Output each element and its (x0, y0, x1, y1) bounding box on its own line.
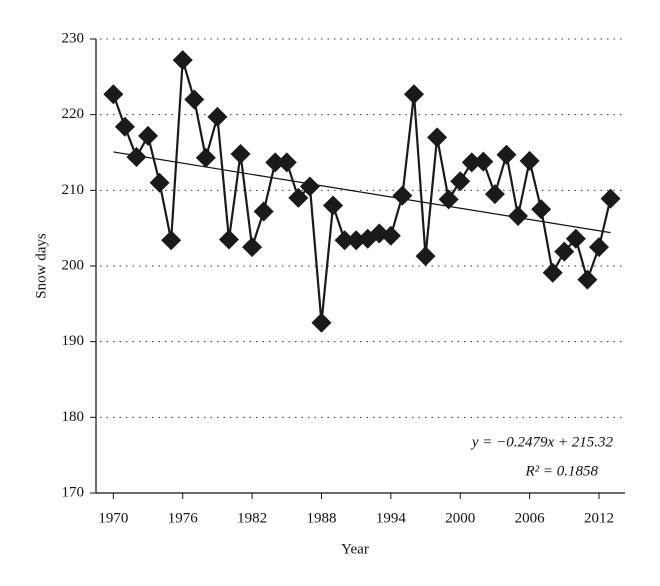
marker (600, 188, 621, 209)
marker (427, 127, 448, 148)
marker (415, 246, 436, 267)
equation: y = −0.2479x + 215.32 (470, 434, 614, 450)
marker (565, 228, 586, 249)
marker (114, 116, 135, 137)
x-tick-label: 1970 (98, 510, 128, 526)
marker (438, 189, 459, 210)
x-tick-label: 1982 (237, 510, 267, 526)
y-tick-label: 220 (62, 106, 85, 122)
marker (323, 195, 344, 216)
marker (299, 176, 320, 197)
marker (334, 230, 355, 251)
marker (230, 144, 251, 165)
marker (496, 144, 517, 165)
y-tick-label: 230 (62, 30, 85, 46)
marker (577, 269, 598, 290)
x-tick-label: 1994 (376, 510, 407, 526)
x-tick-label: 1988 (306, 510, 336, 526)
marker (126, 147, 147, 168)
marker (195, 147, 216, 168)
marker (253, 201, 274, 222)
marker (218, 229, 239, 250)
marker (588, 237, 609, 258)
marker (519, 150, 540, 171)
marker (288, 187, 309, 208)
marker (461, 152, 482, 173)
marker (531, 199, 552, 220)
x-tick-label: 2006 (515, 510, 546, 526)
marker (392, 185, 413, 206)
x-axis-label: Year (341, 541, 369, 557)
marker (484, 184, 505, 205)
marker (403, 84, 424, 105)
trend-line (113, 151, 611, 234)
marker (265, 152, 286, 173)
marker (311, 312, 332, 333)
marker (276, 152, 297, 173)
r-squared: R² = 0.1858 (524, 463, 598, 479)
marker (450, 171, 471, 192)
y-tick-label: 170 (62, 484, 85, 500)
marker (242, 237, 263, 258)
x-tick-label: 1976 (168, 510, 199, 526)
y-axis-label: Snow days (33, 233, 49, 299)
y-tick-label: 190 (62, 333, 85, 349)
marker (149, 172, 170, 193)
y-tick-label: 180 (62, 409, 85, 425)
marker (103, 84, 124, 105)
marker (542, 262, 563, 283)
marker (184, 89, 205, 110)
x-tick-label: 2000 (445, 510, 475, 526)
marker (380, 225, 401, 246)
marker (161, 230, 182, 251)
marker (138, 125, 159, 146)
y-tick-label: 200 (62, 257, 85, 273)
marker (508, 206, 529, 227)
marker (207, 106, 228, 127)
x-tick-label: 2012 (584, 510, 614, 526)
marker (172, 50, 193, 71)
marker (346, 230, 367, 251)
marker (473, 151, 494, 172)
y-tick-label: 210 (62, 182, 85, 198)
marker (554, 241, 575, 262)
